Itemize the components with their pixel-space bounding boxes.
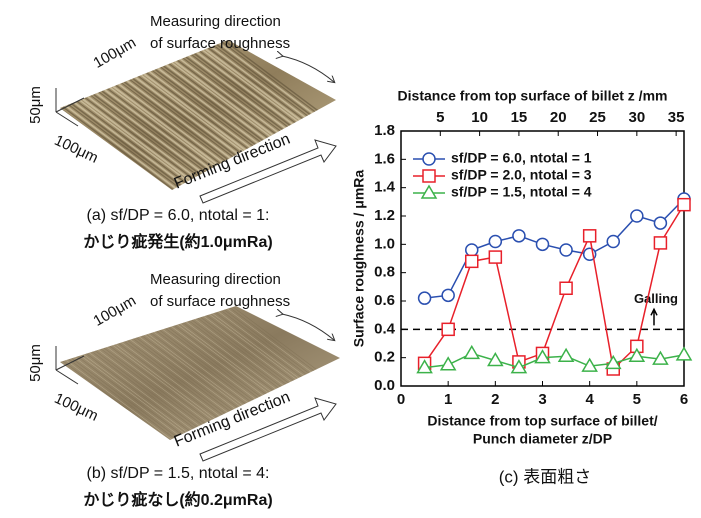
y-tick-label: 0.6	[374, 292, 395, 309]
series-line	[425, 205, 684, 369]
data-point	[489, 251, 501, 263]
x2-tick-label: 15	[511, 109, 528, 126]
caption: (c) 表面粗さ	[499, 467, 592, 486]
x2-tick-label: 20	[550, 109, 567, 126]
annotation: Measuring direction	[150, 271, 281, 288]
scale-label: 50μm	[27, 344, 44, 382]
x2-tick-label: 25	[589, 109, 606, 126]
data-point	[654, 217, 666, 229]
data-point	[489, 236, 501, 248]
caption: かじり疵発生(約1.0μmRa)	[83, 232, 272, 251]
threshold-label: Galling	[634, 291, 678, 306]
y-tick-label: 1.6	[374, 150, 395, 167]
legend-label: sf/DP = 6.0, ntotal = 1	[451, 150, 592, 166]
scale-label: 100μm	[90, 292, 138, 330]
data-point	[678, 199, 690, 211]
y-axis-label: Surface roughness / μmRa	[351, 170, 367, 348]
caption: かじり疵なし(約0.2μmRa)	[83, 490, 272, 509]
data-point	[441, 358, 455, 370]
data-point	[560, 244, 572, 256]
x2-tick-label: 5	[436, 109, 444, 126]
scale-label: 100μm	[52, 390, 101, 425]
data-point	[607, 236, 619, 248]
y-tick-label: 1.4	[374, 179, 396, 196]
data-point	[465, 346, 479, 358]
x2-axis-label: Distance from top surface of billet z /m…	[398, 88, 668, 104]
scale-label: 50μm	[27, 86, 44, 124]
x2-tick-label: 10	[471, 109, 488, 126]
legend-marker	[423, 153, 435, 165]
legend-label: sf/DP = 1.5, ntotal = 4	[451, 184, 592, 200]
y-tick-label: 1.0	[374, 235, 395, 252]
data-point	[559, 349, 573, 361]
data-point	[654, 237, 666, 249]
y-tick-label: 0.4	[374, 320, 396, 337]
data-point	[537, 238, 549, 250]
caption: (b) sf/DP = 1.5, ntotal = 4:	[87, 465, 270, 482]
threshold-arrow	[651, 309, 657, 325]
y-tick-label: 0.0	[374, 377, 395, 394]
scale-label: 100μm	[52, 132, 101, 167]
legend-label: sf/DP = 2.0, ntotal = 3	[451, 167, 592, 183]
data-point	[513, 230, 525, 242]
x-tick-label: 4	[585, 391, 594, 408]
figure: Measuring direction of surface roughness 5…	[0, 0, 701, 518]
y-tick-label: 1.8	[374, 122, 395, 139]
x-axis-label: Distance from top surface of billet/	[427, 413, 657, 429]
x-axis-label: Punch diameter z/DP	[473, 431, 612, 447]
x2-tick-label: 35	[668, 109, 685, 126]
legend-marker	[423, 170, 435, 182]
data-point	[560, 282, 572, 294]
data-point	[677, 348, 691, 360]
x-tick-label: 2	[491, 391, 499, 408]
x-tick-label: 3	[538, 391, 546, 408]
data-point	[419, 292, 431, 304]
x2-tick-label: 30	[628, 109, 645, 126]
data-point	[442, 323, 454, 335]
data-point	[584, 230, 596, 242]
y-tick-label: 0.2	[374, 349, 395, 366]
legend-marker	[422, 186, 436, 198]
annotation: of surface roughness	[150, 35, 290, 52]
y-tick-label: 1.2	[374, 207, 395, 224]
series-line	[425, 353, 684, 367]
data-point	[466, 255, 478, 267]
scale-label: 100μm	[90, 34, 138, 72]
data-point	[466, 244, 478, 256]
data-point	[631, 210, 643, 222]
x-tick-label: 1	[444, 391, 452, 408]
x-tick-label: 5	[633, 391, 641, 408]
annotation: Measuring direction	[150, 13, 281, 30]
annotation: of surface roughness	[150, 293, 290, 310]
x-tick-label: 0	[397, 391, 405, 408]
y-tick-label: 0.8	[374, 264, 395, 281]
data-point	[442, 289, 454, 301]
x-tick-label: 6	[680, 391, 688, 408]
caption: (a) sf/DP = 6.0, ntotal = 1:	[87, 207, 270, 224]
